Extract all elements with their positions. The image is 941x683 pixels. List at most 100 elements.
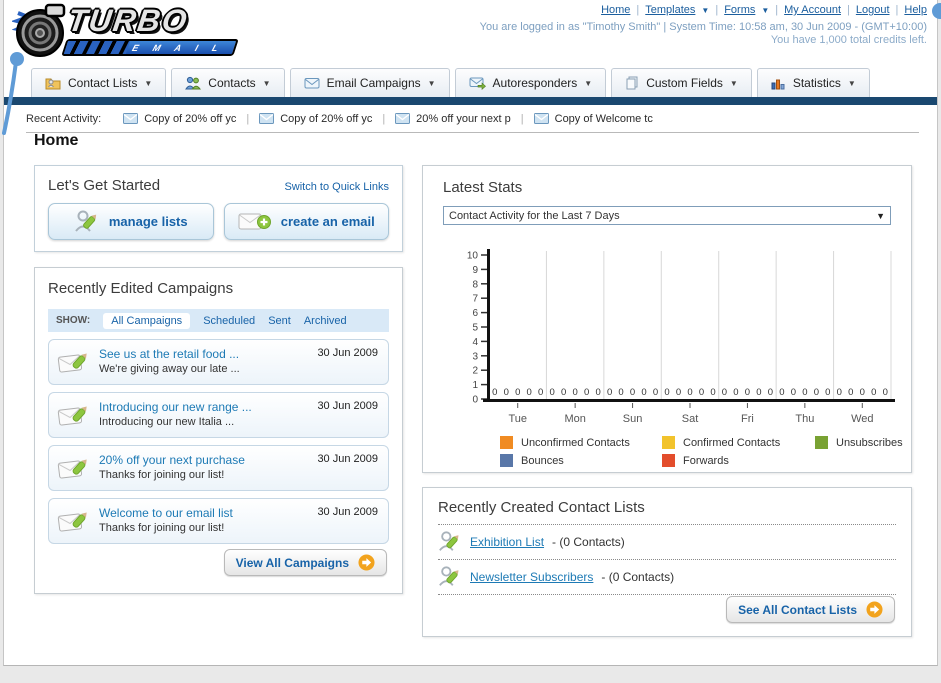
svg-text:0: 0	[538, 387, 543, 398]
recent-activity-item[interactable]: Copy of Welcome tc	[533, 112, 653, 125]
contact-list-name[interactable]: Newsletter Subscribers	[470, 570, 594, 584]
link-forms[interactable]: Forms	[724, 4, 756, 16]
campaign-title[interactable]: 20% off your next purchase	[99, 453, 245, 467]
separator: |	[382, 112, 386, 125]
arrow-right-circle-icon	[866, 601, 883, 618]
tab-label: Statistics	[792, 76, 841, 90]
svg-text:0: 0	[848, 387, 853, 398]
statistics-chart-icon	[771, 79, 785, 89]
separator: |	[775, 4, 779, 16]
main-nav-tabs: Contact Lists ▼ Contacts ▼ Email Campaig…	[31, 68, 870, 97]
legend-label: Confirmed Contacts	[683, 436, 781, 449]
filter-sent[interactable]: Sent	[268, 314, 291, 327]
button-label: View All Campaigns	[235, 555, 349, 570]
recently-created-contact-lists-panel: Recently Created Contact Lists Exhibitio…	[422, 487, 912, 637]
tab-statistics[interactable]: Statistics ▼	[756, 68, 870, 97]
svg-text:0: 0	[710, 387, 715, 398]
button-label: See All Contact Lists	[738, 602, 857, 617]
recent-activity-item[interactable]: Copy of 20% off yc	[259, 113, 372, 125]
show-label: SHOW:	[56, 315, 91, 326]
campaign-date: 30 Jun 2009	[317, 506, 378, 518]
svg-text:0: 0	[814, 387, 819, 398]
svg-text:0: 0	[756, 387, 761, 398]
link-templates[interactable]: Templates	[645, 4, 696, 16]
tab-contact-lists[interactable]: Contact Lists ▼	[31, 68, 167, 97]
recent-activity-text: Copy of 20% off yc	[144, 112, 237, 125]
svg-text:0: 0	[733, 387, 738, 398]
svg-text:0: 0	[768, 387, 773, 398]
chevron-down-icon: ▼	[144, 78, 153, 88]
tab-email-campaigns[interactable]: Email Campaigns ▼	[289, 68, 450, 97]
legend-swatch	[500, 436, 513, 449]
campaign-date: 30 Jun 2009	[317, 400, 378, 412]
recent-activity-text: Copy of 20% off yc	[280, 112, 373, 125]
link-home[interactable]: Home	[601, 4, 631, 16]
svg-text:Sun: Sun	[623, 413, 643, 425]
campaign-date: 30 Jun 2009	[317, 453, 378, 465]
svg-text:0: 0	[607, 387, 612, 398]
autoresponder-envelope-icon	[469, 77, 486, 90]
campaign-title[interactable]: Introducing our new range ...	[99, 400, 252, 414]
recent-activity-item[interactable]: Copy of 20% off yc	[123, 113, 236, 125]
tab-contacts[interactable]: Contacts ▼	[171, 68, 285, 97]
view-all-campaigns-button[interactable]: View All Campaigns	[223, 549, 387, 576]
chevron-down-icon: ▼	[847, 78, 856, 88]
svg-text:0: 0	[837, 387, 842, 398]
manage-lists-button[interactable]: manage lists	[48, 203, 214, 240]
button-label: create an email	[280, 214, 375, 229]
svg-text:0: 0	[676, 387, 681, 398]
tab-custom-fields[interactable]: Custom Fields ▼	[611, 68, 752, 97]
recent-activity-text: Copy of Welcome tc	[554, 112, 653, 125]
logo-bar: E M A I L	[61, 39, 239, 56]
link-help[interactable]: Help	[904, 4, 927, 16]
see-all-contact-lists-button[interactable]: See All Contact Lists	[726, 596, 895, 623]
campaign-title[interactable]: See us at the retail food ...	[99, 347, 240, 361]
campaign-list-item[interactable]: 20% off your next purchase Thanks for jo…	[48, 445, 389, 491]
link-my-account[interactable]: My Account	[784, 4, 841, 16]
svg-text:Tue: Tue	[508, 413, 527, 425]
logo-title: TURBO	[65, 3, 191, 38]
svg-text:0: 0	[618, 387, 623, 398]
contact-list-name[interactable]: Exhibition List	[470, 535, 545, 549]
contact-list-item[interactable]: Exhibition List - (0 Contacts)	[438, 525, 896, 560]
contact-lists-folder-icon	[45, 78, 61, 90]
filter-archived[interactable]: Archived	[303, 314, 347, 327]
svg-text:0: 0	[825, 387, 830, 398]
legend-item: Unsubscribes	[815, 436, 903, 449]
lets-get-started-panel: Let's Get Started Switch to Quick Links …	[34, 165, 403, 252]
recent-activity-item[interactable]: 20% off your next p	[395, 113, 511, 125]
svg-text:2: 2	[472, 366, 478, 377]
campaign-list-item[interactable]: Welcome to our email list Thanks for joi…	[48, 498, 389, 544]
switch-to-quick-links[interactable]: Switch to Quick Links	[284, 181, 389, 193]
envelope-icon	[259, 113, 275, 124]
filter-all-campaigns[interactable]: All Campaigns	[103, 312, 191, 329]
filter-scheduled[interactable]: Scheduled	[203, 314, 256, 327]
person-pencil-icon	[439, 566, 459, 586]
latest-stats-panel: Latest Stats Contact Activity for the La…	[422, 165, 912, 473]
create-an-email-button[interactable]: create an email	[223, 203, 389, 240]
chevron-down-icon: ▼	[427, 78, 436, 88]
svg-text:0: 0	[630, 387, 635, 398]
campaign-list-item[interactable]: Introducing our new range ... Introducin…	[48, 392, 389, 438]
stats-period-dropdown[interactable]: Contact Activity for the Last 7 Days ▼	[443, 206, 891, 225]
chart-legend: Unconfirmed Contacts Confirmed Contacts Un…	[500, 436, 903, 467]
tab-label: Contact Lists	[68, 76, 138, 90]
panel-title: Latest Stats	[443, 179, 523, 196]
tab-autoresponders[interactable]: Autoresponders ▼	[454, 68, 607, 97]
chevron-down-icon: ▼	[262, 78, 271, 88]
campaign-title[interactable]: Welcome to our email list	[99, 506, 233, 520]
campaign-list-item[interactable]: See us at the retail food ... We're givi…	[48, 339, 389, 385]
panel-title: Recently Edited Campaigns	[48, 280, 234, 297]
contact-list-item[interactable]: Newsletter Subscribers - (0 Contacts)	[438, 560, 896, 595]
navy-divider-bar	[4, 97, 937, 105]
campaign-date: 30 Jun 2009	[317, 347, 378, 359]
contact-list-count: - (0 Contacts)	[601, 570, 675, 584]
chevron-down-icon: ▼	[701, 5, 710, 15]
envelope-pencil-icon	[57, 353, 87, 373]
separator: |	[636, 4, 640, 16]
chevron-down-icon: ▼	[729, 78, 738, 88]
dotted-divider	[438, 524, 896, 525]
svg-text:0: 0	[802, 387, 807, 398]
svg-text:0: 0	[584, 387, 589, 398]
link-logout[interactable]: Logout	[855, 4, 890, 16]
